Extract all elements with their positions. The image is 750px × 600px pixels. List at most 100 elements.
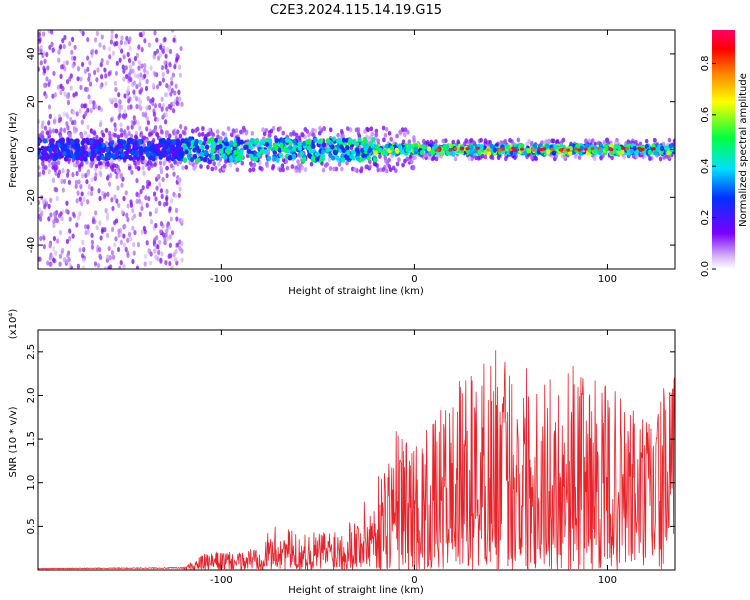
- heatmap-cell: [159, 221, 164, 227]
- heatmap-cell: [242, 127, 247, 133]
- heatmap-cell: [505, 144, 510, 150]
- heatmap-cell: [145, 183, 150, 190]
- heatmap-cell: [75, 170, 79, 177]
- heatmap-cell: [313, 137, 318, 143]
- heatmap-cell: [221, 131, 226, 136]
- heatmap-cell: [381, 125, 386, 131]
- heatmap-cell: [158, 52, 163, 58]
- heatmap-cell: [127, 75, 131, 82]
- heatmap-y-ticks: -40 -20 0 20 40: [26, 48, 675, 253]
- heatmap-cell: [111, 205, 115, 212]
- heatmap-cell: [137, 59, 142, 66]
- heatmap-cell: [653, 150, 658, 156]
- heatmap-cell: [164, 53, 168, 59]
- heatmap-cell: [95, 30, 100, 37]
- heatmap-cell: [442, 144, 447, 150]
- heatmap-cell: [226, 126, 231, 131]
- heatmap-cell: [345, 160, 349, 166]
- heatmap-cell: [152, 128, 157, 134]
- heatmap-cell: [374, 144, 380, 150]
- heatmap-cell: [143, 253, 148, 260]
- heatmap-cell: [479, 137, 483, 143]
- heatmap-cell: [173, 90, 177, 96]
- heatmap-cell: [363, 146, 368, 152]
- heatmap-cell: [89, 160, 94, 166]
- heatmap-cell: [406, 129, 410, 135]
- heatmap-cell: [262, 131, 267, 137]
- heatmap-cell: [113, 194, 117, 200]
- heatmap-cell: [153, 30, 157, 36]
- heatmap-cell: [233, 149, 238, 156]
- heatmap-cell: [78, 108, 82, 114]
- heatmap-cell: [71, 211, 76, 217]
- heatmap-cell: [106, 174, 110, 180]
- heatmap-cell: [129, 104, 133, 110]
- colorbar-tick-label: 0.2: [700, 210, 711, 226]
- heatmap-cell: [165, 188, 169, 194]
- heatmap-cell: [337, 137, 342, 143]
- heatmap-cell: [577, 155, 582, 161]
- heatmap-cell: [118, 57, 122, 63]
- heatmap-cell: [513, 155, 517, 161]
- heatmap-cell: [49, 212, 53, 218]
- heatmap-cell: [75, 198, 79, 204]
- heatmap-cell: [136, 241, 141, 248]
- heatmap-cell: [136, 73, 140, 79]
- heatmap-cell: [135, 103, 139, 110]
- heatmap-cell: [65, 79, 70, 85]
- heatmap-cell: [180, 138, 186, 144]
- heatmap-cell: [376, 138, 380, 144]
- heatmap-cell: [75, 111, 79, 117]
- heatmap-cell: [84, 172, 88, 179]
- heatmap-cell: [95, 224, 99, 231]
- heatmap-cell: [465, 147, 470, 151]
- heatmap-cell: [368, 159, 372, 165]
- heatmap-cell: [323, 163, 328, 168]
- heatmap-cell: [170, 156, 175, 162]
- heatmap-cell: [99, 137, 104, 143]
- heatmap-cell: [330, 144, 335, 150]
- heatmap-cell: [103, 67, 107, 73]
- heatmap-cell: [48, 243, 52, 249]
- heatmap-cell: [192, 153, 198, 160]
- heatmap-cell: [87, 76, 91, 82]
- heatmap-cell: [61, 168, 65, 174]
- heatmap-cell: [146, 95, 150, 102]
- heatmap-cell: [109, 264, 113, 269]
- heatmap-cell: [117, 228, 121, 234]
- heatmap-cell: [106, 191, 110, 197]
- heatmap-cell: [168, 234, 172, 240]
- heatmap-cell: [65, 208, 69, 214]
- heatmap-cell: [151, 147, 156, 153]
- heatmap-cell: [177, 89, 181, 95]
- heatmap-cell: [172, 101, 176, 107]
- heatmap-cell: [42, 235, 46, 241]
- heatmap-cell: [52, 147, 58, 153]
- heatmap-cell: [425, 139, 430, 145]
- heatmap-cell: [117, 92, 121, 98]
- heatmap-cell: [97, 105, 101, 111]
- heatmap-cell: [256, 151, 261, 158]
- heatmap-cell: [136, 160, 141, 166]
- heatmap-cell: [362, 136, 367, 142]
- heatmap-cell: [59, 89, 63, 95]
- heatmap-cell: [413, 155, 417, 161]
- heatmap-cell: [124, 190, 128, 196]
- heatmap-cell: [126, 252, 130, 258]
- heatmap-cell: [117, 143, 123, 149]
- heatmap-cell: [176, 139, 181, 145]
- heatmap-cell: [94, 163, 99, 169]
- heatmap-cell: [148, 131, 153, 137]
- heatmap-cell: [122, 54, 126, 60]
- heatmap-cell: [239, 150, 244, 156]
- heatmap-cell: [558, 148, 563, 152]
- heatmap-cell: [284, 158, 289, 164]
- heatmap-cell: [363, 129, 367, 135]
- heatmap-cell: [499, 140, 503, 146]
- heatmap-cell: [70, 36, 75, 42]
- heatmap-cell: [79, 84, 83, 90]
- heatmap-cell: [165, 172, 169, 179]
- heatmap-cell: [249, 153, 254, 159]
- heatmap-cell: [87, 94, 91, 100]
